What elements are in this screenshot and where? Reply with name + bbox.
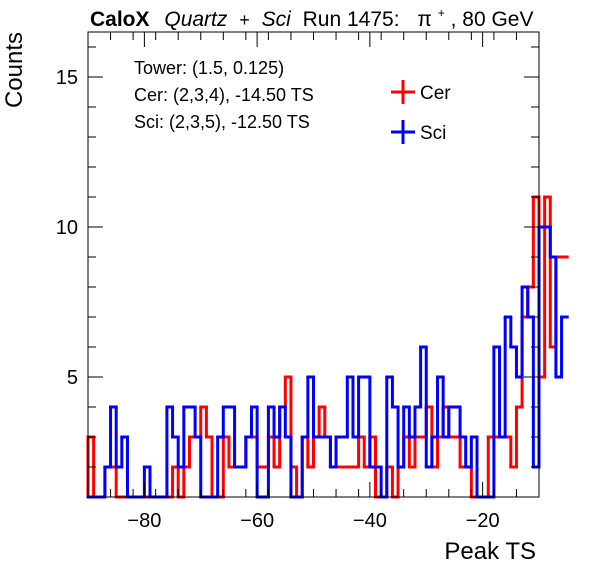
title-material-1: Quartz — [164, 8, 228, 31]
x-tick-label: −60 — [240, 510, 274, 532]
x-tick-label: −80 — [127, 510, 161, 532]
axis-ticks — [87, 32, 540, 497]
annotation-sci: Sci: (2,3,5), -12.50 TS — [134, 112, 310, 132]
series-sci-histogram — [86, 225, 569, 499]
title-brand: CaloX — [90, 8, 150, 31]
legend-entry-sci: Sci — [391, 120, 446, 144]
y-tick-label: 10 — [56, 217, 78, 239]
y-axis-label: Counts — [1, 32, 28, 108]
x-axis-label: Peak TS — [444, 538, 536, 565]
title-energy: , 80 GeV — [451, 8, 534, 31]
title-material-2: Sci — [262, 8, 293, 31]
y-tick-label: 5 — [67, 367, 78, 389]
annotation-tower: Tower: (1.5, 0.125) — [134, 58, 284, 78]
legend-label-sci: Sci — [420, 123, 446, 144]
y-tick-label: 15 — [56, 67, 78, 89]
annotation-cer: Cer: (2,3,4), -14.50 TS — [134, 85, 314, 105]
legend-entry-cer: Cer — [391, 80, 451, 104]
axis-tick-labels: −80 −60 −40 −20 5 10 15 — [56, 67, 500, 532]
title-plus: + — [239, 10, 250, 30]
annotation-block: Tower: (1.5, 0.125) Cer: (2,3,4), -14.50… — [134, 58, 314, 132]
legend-label-cer: Cer — [420, 83, 451, 104]
svg-text:CaloX Quartz +: CaloX Quartz + Sci Run 1475: π + , 80 Ge… — [90, 0, 533, 31]
x-tick-label: −20 — [466, 510, 500, 532]
legend-marker-cer — [391, 80, 415, 104]
legend: Cer Sci — [391, 80, 451, 144]
title-particle-charge: + — [438, 6, 445, 20]
x-tick-label: −40 — [353, 510, 387, 532]
legend-marker-sci — [391, 120, 415, 144]
title-particle-symbol: π — [417, 8, 432, 31]
chart-title: CaloX Quartz + Sci Run 1475: π + , 80 Ge… — [90, 0, 533, 31]
title-run: Run 1475: — [303, 8, 400, 31]
